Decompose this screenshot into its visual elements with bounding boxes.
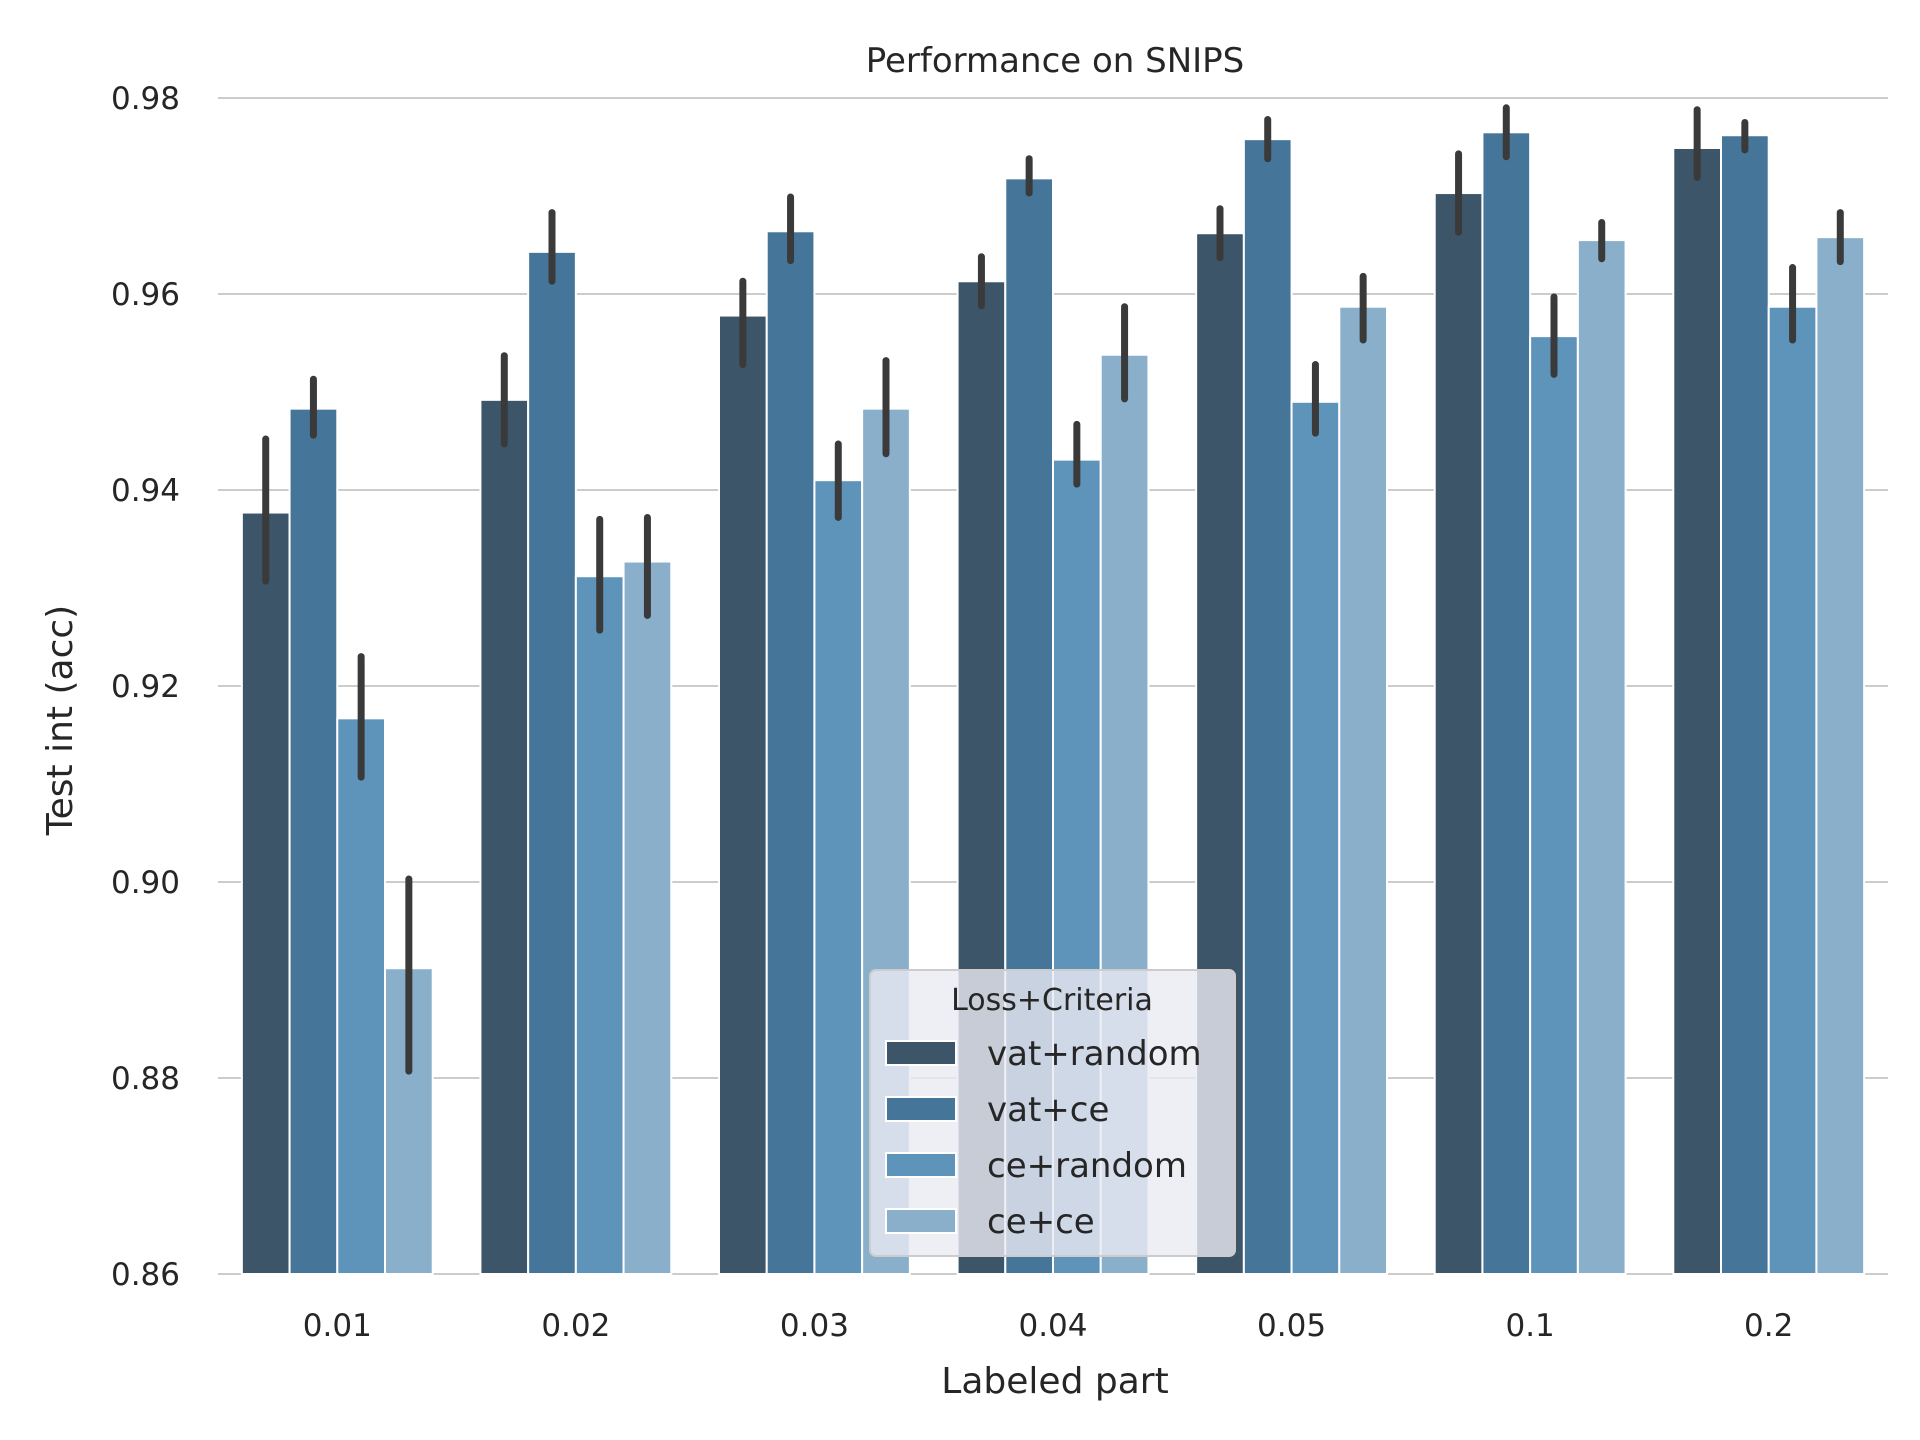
legend-swatch [885, 1152, 957, 1178]
y-tick-label: 0.98 [111, 81, 180, 117]
x-tick-label: 0.01 [303, 1308, 372, 1344]
legend: Loss+Criteria vat+random vat+ce ce+random c… [869, 969, 1236, 1257]
bar-ce-ce-0.2 [1815, 236, 1866, 1275]
bar-vat-random-0.03 [718, 314, 768, 1275]
y-tick-label: 0.88 [111, 1061, 180, 1097]
bar-vat-ce-0.02 [527, 250, 577, 1276]
bar-ce-random-0.1 [1529, 335, 1579, 1275]
x-tick-label: 0.05 [1257, 1308, 1326, 1344]
legend-swatch [885, 1208, 957, 1234]
legend-title: Loss+Criteria [951, 983, 1153, 1018]
bar-vat-random-0.2 [1672, 146, 1723, 1276]
bar-vat-random-0.02 [479, 398, 530, 1275]
chart-title: Performance on SNIPS [866, 41, 1245, 81]
y-tick-label: 0.86 [111, 1257, 180, 1293]
bar-ce-random-0.2 [1767, 305, 1818, 1275]
bar-ce-random-0.05 [1290, 400, 1341, 1275]
bar-ce-random-0.02 [574, 575, 625, 1275]
y-tick-label: 0.94 [111, 473, 180, 509]
y-axis-label: Test int (acc) [40, 605, 81, 836]
bar-vat-ce-0.2 [1720, 134, 1770, 1276]
bar-ce-ce-0.05 [1338, 305, 1389, 1275]
bar-vat-ce-0.01 [288, 407, 339, 1276]
legend-swatch [885, 1040, 957, 1066]
bar-ce-ce-0.1 [1576, 239, 1627, 1276]
x-tick-label: 0.02 [541, 1308, 610, 1344]
bar-vat-random-0.01 [240, 511, 291, 1275]
y-axis-ticks: 0.86 0.88 0.90 0.92 0.94 0.96 0.98 [111, 81, 180, 1293]
legend-label: vat+ce [987, 1090, 1109, 1130]
x-axis-label: Labeled part [941, 1361, 1168, 1402]
bar-vat-ce-0.1 [1481, 131, 1532, 1275]
bar-ce-ce-0.02 [622, 560, 673, 1275]
x-tick-label: 0.2 [1744, 1308, 1793, 1344]
legend-label: vat+random [987, 1034, 1202, 1074]
error-bars [262, 104, 1844, 1075]
x-axis-ticks: 0.01 0.02 0.03 0.04 0.05 0.1 0.2 [303, 1308, 1794, 1344]
legend-frame [869, 969, 1236, 1257]
y-tick-label: 0.92 [111, 669, 180, 705]
y-tick-label: 0.96 [111, 277, 180, 313]
x-tick-label: 0.03 [780, 1308, 849, 1344]
bars [240, 131, 1866, 1276]
x-tick-label: 0.1 [1505, 1308, 1554, 1344]
bar-ce-random-0.03 [813, 479, 864, 1275]
bar-vat-ce-0.05 [1242, 138, 1293, 1275]
bar-vat-random-0.1 [1433, 192, 1484, 1275]
bar-ce-random-0.01 [336, 717, 386, 1275]
legend-label: ce+random [987, 1146, 1187, 1186]
bar-vat-ce-0.03 [765, 230, 816, 1275]
legend-swatch [885, 1096, 957, 1122]
y-tick-label: 0.90 [111, 865, 180, 901]
x-tick-label: 0.04 [1018, 1308, 1087, 1344]
legend-label: ce+ce [987, 1202, 1095, 1242]
